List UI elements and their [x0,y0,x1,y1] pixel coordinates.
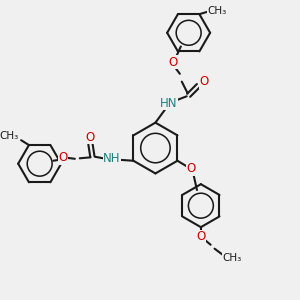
Text: NH: NH [103,152,121,165]
Text: O: O [86,131,95,144]
Text: CH₃: CH₃ [0,131,19,141]
Text: O: O [187,162,196,175]
Text: O: O [196,230,206,243]
Text: O: O [58,151,68,164]
Text: CH₃: CH₃ [223,254,242,263]
Text: O: O [168,56,178,69]
Text: O: O [200,75,209,88]
Text: HN: HN [160,97,178,110]
Text: CH₃: CH₃ [207,6,226,16]
